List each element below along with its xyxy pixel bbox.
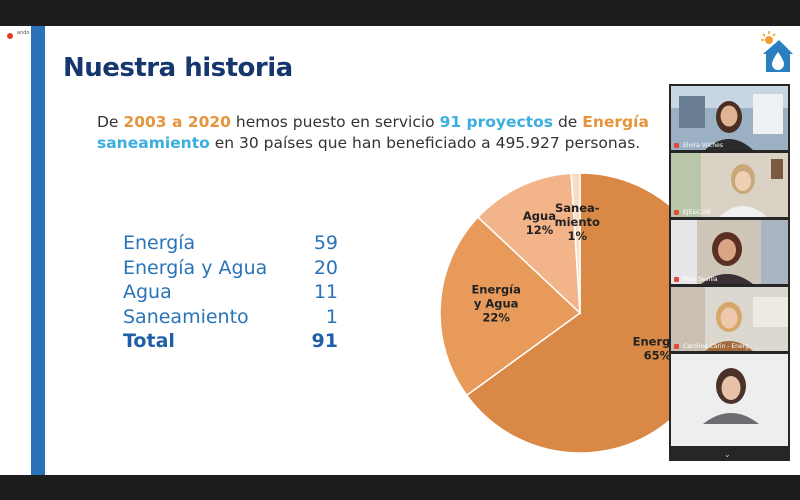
participant-video-icon	[671, 220, 788, 284]
participant-name: Elvira Vilches	[683, 142, 723, 149]
intro-text: De 2003 a 2020 hemos puesto en servicio …	[97, 113, 649, 152]
pie-slice-energ-a-y-agua	[439, 216, 582, 397]
screen-share-label: ando	[17, 30, 30, 36]
mic-muted-icon	[674, 344, 679, 349]
participant-video-icon	[671, 287, 788, 351]
stat-label: Agua	[123, 281, 172, 303]
house-water-sun-logo	[761, 31, 793, 72]
chevron-down-icon[interactable]: ⌄	[724, 450, 731, 459]
stat-label: Energía	[123, 232, 196, 254]
meeting-bottom-bar	[0, 475, 800, 500]
stat-value: 1	[325, 305, 338, 328]
participant-video-panel[interactable]: Elvira Vilches EJE&CON	[669, 84, 790, 461]
stat-total-label: Total	[123, 330, 175, 352]
pie-slice-agua	[476, 172, 581, 315]
slide-title: Nuestra historia	[63, 53, 293, 83]
participant-name: Carolina Carin - Energ	[683, 343, 749, 350]
stat-row-saneamiento: Saneamiento 1	[123, 305, 338, 330]
projects-pie-chart: Energía 65%Energía y Agua 22%Agua 12%Sanea-m…	[439, 172, 721, 454]
mic-muted-icon	[674, 143, 679, 148]
stat-label: Energía y Agua	[123, 256, 268, 279]
participant-video-icon	[671, 153, 788, 217]
meeting-top-bar	[0, 0, 800, 26]
pie-label-saneamiento: Sanea-miento 1%	[555, 201, 600, 243]
stat-row-total: Total 91	[123, 329, 338, 354]
pie-slice-saneamiento	[570, 172, 581, 314]
stat-value: 20	[313, 256, 338, 279]
mic-muted-icon	[674, 277, 679, 282]
participant-name: Pilar Sevilla	[683, 276, 718, 283]
stat-value: 59	[313, 232, 338, 254]
stat-value: 11	[313, 281, 338, 303]
participant-tile[interactable]: Pilar Sevilla	[671, 220, 788, 284]
slide-side-band	[31, 26, 45, 475]
presentation-slide: ando Nuestra historia De 2003 a 2020 hem…	[0, 26, 800, 475]
participant-video-icon	[671, 86, 788, 150]
stat-row-energia-agua: Energía y Agua 20	[123, 256, 338, 281]
participant-tile[interactable]: EJE&CON	[671, 153, 788, 217]
participant-tile[interactable]: Elvira Vilches	[671, 86, 788, 150]
stat-total-value: 91	[311, 330, 338, 352]
participant-video-icon	[671, 354, 788, 446]
mic-muted-icon	[674, 210, 679, 215]
participant-name: EJE&CON	[683, 209, 711, 216]
participant-tile[interactable]: Carolina Carin - Energ	[671, 287, 788, 351]
participant-tile[interactable]	[671, 354, 788, 446]
recording-indicator-icon	[7, 33, 13, 39]
stat-row-agua: Agua 11	[123, 280, 338, 305]
project-stats-table: Energía 59 Energía y Agua 20 Agua 11 San…	[123, 231, 338, 354]
pie-label-energ-a-y-agua: Energía y Agua 22%	[471, 283, 520, 325]
stat-label: Saneamiento	[123, 305, 249, 328]
pie-label-agua: Agua 12%	[523, 209, 556, 237]
stat-row-energia: Energía 59	[123, 231, 338, 256]
